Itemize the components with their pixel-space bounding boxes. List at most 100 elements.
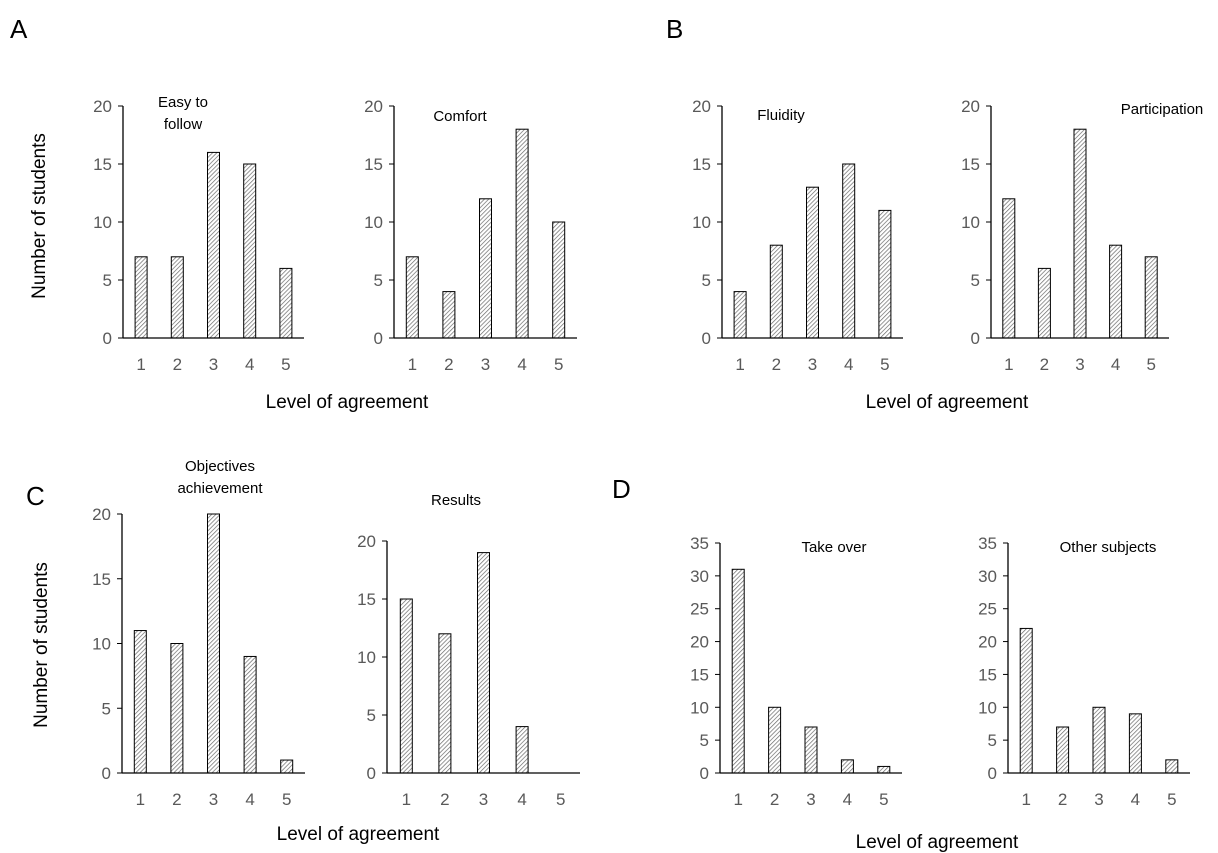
x-tick-label: 2 [770,790,779,809]
x-tick-label: 1 [408,355,417,374]
y-tick-label: 5 [702,271,711,290]
y-tick-label: 0 [367,764,376,783]
x-tick-label: 3 [806,790,815,809]
y-tick-label: 0 [700,764,709,783]
x-tick-label: 2 [1040,355,1049,374]
y-tick-label: 0 [702,329,711,348]
chart-7: Take over 0 5 10 15 20 25 30 35 1 2 3 4 5 [690,534,902,809]
chart-title: Objectives [185,458,255,475]
x-axis-title-d: Level of agreement [856,832,1019,853]
panel-letter-c: C [26,481,45,511]
chart-title: Easy to [158,94,208,111]
x-tick-label: 1 [1021,790,1030,809]
x-tick-label: 1 [735,355,744,374]
bar [243,163,257,339]
x-tick-label: 4 [844,355,853,374]
x-tick-label: 4 [517,355,526,374]
bar [768,706,782,774]
bar [133,630,147,774]
panel-letter-d: D [612,474,631,504]
y-tick-label: 10 [692,213,711,232]
x-tick-label: 3 [209,355,218,374]
bar [840,759,854,774]
chart-title: Results [431,492,481,509]
bar [1165,759,1179,774]
x-tick-label: 2 [1058,790,1067,809]
x-axis-title-b: Level of agreement [866,392,1029,413]
bar [1092,706,1106,774]
bar [479,198,492,339]
bar [552,221,566,339]
chart-title: Other subjects [1060,539,1157,556]
bar [515,128,529,339]
chart-title: achievement [177,480,263,497]
y-axis-title-c: Number of students [31,562,52,728]
y-tick-label: 20 [364,97,383,116]
y-tick-label: 5 [102,699,111,718]
bar [477,552,490,774]
x-tick-label: 4 [1111,355,1120,374]
x-tick-label: 5 [879,790,888,809]
x-tick-label: 2 [173,355,182,374]
bar [280,759,294,774]
chart-title: Fluidity [757,107,805,124]
bar [170,256,184,339]
x-tick-label: 5 [880,355,889,374]
bar [243,655,257,774]
y-tick-label: 0 [971,329,980,348]
x-tick-label: 3 [1075,355,1084,374]
y-tick-label: 10 [690,698,709,717]
y-tick-label: 5 [988,731,997,750]
bar [1002,198,1016,339]
bar [279,267,293,339]
y-tick-label: 10 [961,213,980,232]
bar [877,765,891,774]
chart-title: follow [164,116,203,133]
y-tick-label: 10 [357,648,376,667]
bar [806,186,819,339]
bar [438,633,452,774]
y-tick-label: 15 [961,155,980,174]
y-tick-label: 15 [92,570,111,589]
x-tick-label: 2 [772,355,781,374]
y-tick-label: 15 [357,590,376,609]
x-tick-label: 3 [481,355,490,374]
bar [1037,267,1051,339]
chart-2: Comfort 0 5 10 15 20 1 2 3 4 5 [364,97,577,374]
y-tick-label: 10 [978,698,997,717]
y-tick-label: 20 [92,505,111,524]
x-tick-label: 4 [245,355,254,374]
bar [1073,128,1087,339]
y-tick-label: 20 [961,97,980,116]
bar [170,643,184,774]
x-tick-label: 2 [172,790,181,809]
y-tick-label: 20 [692,97,711,116]
x-tick-label: 5 [281,355,290,374]
chart-5: Objectives achievement 0 5 10 15 20 1 2 3 4 5 [92,458,305,809]
x-tick-label: 3 [209,790,218,809]
chart-title: Take over [801,539,866,556]
x-tick-label: 3 [1094,790,1103,809]
y-tick-label: 20 [978,633,997,652]
panel-letter-a: A [10,14,28,44]
bar [733,291,747,339]
y-tick-label: 30 [690,567,709,586]
chart-6: Results 0 5 10 15 20 1 2 3 4 5 [357,492,580,809]
y-tick-label: 20 [690,633,709,652]
y-tick-label: 25 [690,600,709,619]
y-tick-label: 30 [978,567,997,586]
x-tick-label: 4 [1131,790,1140,809]
chart-title: Comfort [433,108,487,125]
x-axis-title-a: Level of agreement [266,392,429,413]
bar [207,151,220,339]
bar [878,209,892,339]
y-tick-label: 15 [93,155,112,174]
x-tick-label: 2 [440,790,449,809]
y-tick-label: 35 [978,534,997,553]
y-tick-label: 20 [357,532,376,551]
x-tick-label: 5 [282,790,291,809]
bar [1056,726,1070,774]
bar [207,513,220,774]
